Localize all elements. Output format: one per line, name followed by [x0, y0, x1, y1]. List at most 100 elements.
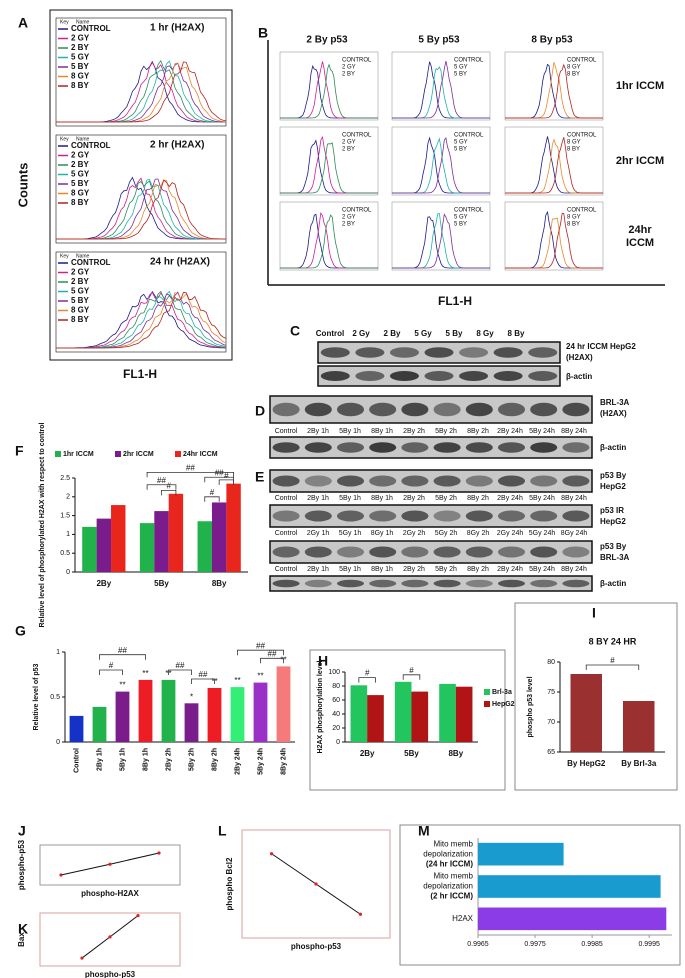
significance-bracket	[260, 657, 284, 664]
bar	[478, 907, 667, 931]
panel-frame	[399, 824, 681, 966]
legend-entry: 2 BY	[71, 160, 89, 169]
legend-entry: 5 GY	[454, 215, 468, 221]
lane-label: Control	[275, 495, 298, 502]
significance-label: #	[409, 666, 414, 675]
blot-band	[304, 579, 332, 588]
legend-entry: 24hr ICCM	[183, 451, 218, 458]
bar	[211, 502, 227, 572]
blot-band	[272, 579, 300, 588]
axis-label: phospho-p53	[17, 839, 26, 890]
legend-entry: 2hr ICCM	[123, 451, 154, 458]
blot-band	[304, 510, 332, 522]
blot-band	[336, 579, 365, 588]
significance-label: #	[224, 471, 229, 480]
significance-bracket	[191, 678, 215, 684]
legend-entry: 2 BY	[71, 43, 89, 52]
x-tick-label: 2By 1h	[96, 748, 103, 771]
histogram-frame	[391, 51, 491, 121]
significance-label: #	[365, 669, 370, 678]
significance-bracket	[161, 490, 177, 496]
blot-band	[401, 579, 429, 588]
legend-entry: 2 BY	[342, 72, 355, 78]
bar	[253, 682, 268, 742]
histogram-trace	[505, 63, 603, 119]
blot-band	[528, 347, 558, 358]
lane-label: Control	[275, 530, 298, 537]
legend-entry: 8 BY	[71, 198, 89, 207]
axis-label: Relative level of p53	[33, 663, 40, 730]
bar	[115, 691, 130, 742]
y-tick-label: 100	[328, 669, 340, 676]
blot-band	[401, 546, 429, 558]
blot-band	[336, 402, 365, 417]
lane-label: 8By 2h	[467, 566, 489, 573]
lane-label: 5 By	[446, 329, 463, 338]
blot-band	[355, 371, 385, 381]
significance-bracket	[168, 669, 192, 675]
column-header: 8 By p53	[531, 35, 573, 46]
legend-entry: CONTROL	[71, 24, 111, 33]
lane-label: 2By 2h	[403, 428, 425, 435]
blot-label: (H2AX)	[566, 353, 593, 362]
y-tick-label: (24 hr ICCM)	[426, 859, 473, 868]
legend-entry: 5 BY	[454, 222, 467, 228]
legend-entry: 2 BY	[342, 147, 355, 153]
y-tick-label: 1	[56, 649, 60, 656]
axis-label: phospho Bcl2	[225, 857, 234, 910]
blot-band	[304, 475, 332, 487]
histogram-frame	[504, 51, 604, 121]
legend-header: Key	[60, 253, 69, 259]
legend-entry: CONTROL	[71, 141, 111, 150]
lane-label: 5Gy 24h	[529, 530, 556, 537]
blot-label: β-actin	[600, 579, 626, 588]
y-tick-label: 0	[56, 739, 60, 746]
panel-frame	[514, 602, 678, 791]
histogram-trace	[505, 136, 603, 194]
bar	[455, 686, 473, 742]
significance-label: ##	[199, 670, 208, 679]
column-header: 2 By p53	[306, 35, 348, 46]
x-tick-label: By Brl-3a	[621, 759, 657, 768]
axis-label: phospho-p53	[85, 970, 136, 978]
panel-label: C	[290, 323, 300, 339]
lane-label: 5By 24h	[529, 495, 555, 502]
legend-header: Name	[76, 19, 90, 25]
lane-label: 5By 24h	[529, 428, 555, 435]
lane-label: 5Gy 2h	[435, 530, 458, 537]
panel-label: E	[255, 469, 264, 485]
histogram-trace	[280, 139, 378, 194]
significance-label: ##	[268, 649, 277, 658]
blot-label: β-actin	[600, 443, 626, 452]
bar	[197, 521, 212, 572]
y-tick-label: 0	[66, 569, 70, 576]
significance-label: ##	[215, 468, 224, 477]
histogram-trace	[280, 213, 378, 269]
blot-band	[272, 442, 300, 453]
significance-bracket	[204, 496, 220, 502]
legend-entry: 2 GY	[71, 151, 90, 160]
lane-label: 8 By	[508, 329, 525, 338]
axis-label: Counts	[15, 163, 30, 208]
blot-band	[465, 546, 493, 558]
histogram-trace	[392, 61, 490, 119]
plot-title: 24 hr (H2AX)	[150, 257, 210, 268]
bar	[367, 695, 384, 742]
blot-band	[424, 371, 454, 381]
legend-entry: 8 BY	[71, 81, 89, 90]
significance-label: **	[119, 681, 125, 690]
legend-entry: 8 GY	[567, 65, 581, 71]
bar	[96, 518, 112, 572]
y-tick-label: 80	[547, 659, 555, 666]
lane-label: 8By 1h	[371, 428, 393, 435]
histogram-frame	[55, 251, 227, 353]
histogram-frame	[391, 201, 491, 271]
plot-title: 1 hr (H2AX)	[150, 23, 204, 34]
blot-band	[497, 546, 526, 558]
row-label: 1hr ICCM	[616, 80, 664, 92]
significance-label: ##	[157, 476, 166, 485]
blot-band	[465, 475, 493, 487]
legend-entry: CONTROL	[567, 208, 597, 214]
significance-bracket	[146, 471, 234, 478]
lane-label: 8By 24h	[561, 428, 587, 435]
